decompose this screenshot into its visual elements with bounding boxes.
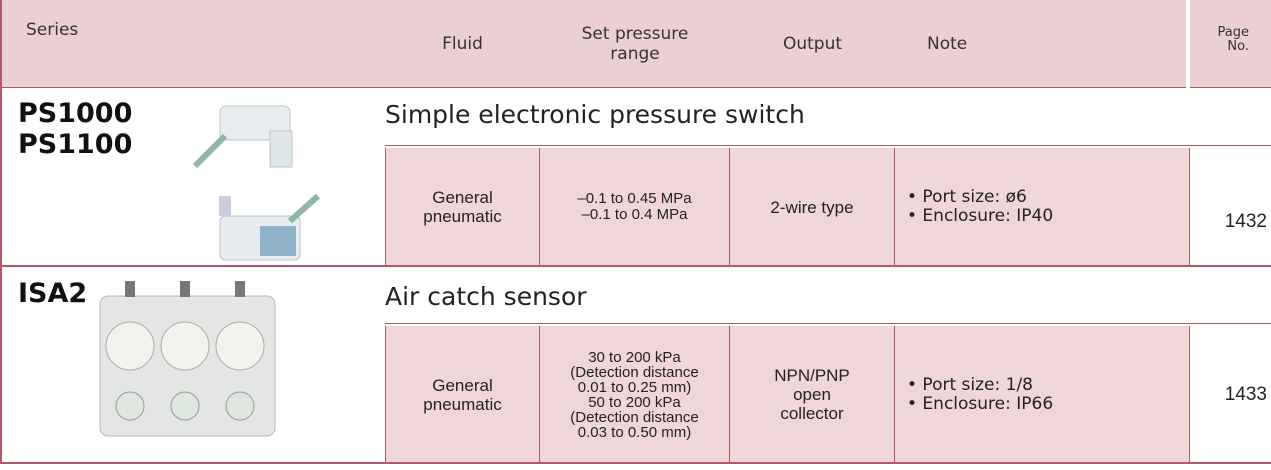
series-name: ISA2 (18, 278, 87, 309)
series-text: PS1000 (18, 98, 132, 129)
set-pressure-range-text: 0.03 to 0.50 mm) (578, 425, 691, 440)
output-text: open (793, 385, 831, 404)
row-title: Air catch sensor (385, 282, 587, 311)
header-text: Output (783, 34, 842, 54)
title-text: Simple electronic pressure switch (385, 100, 805, 129)
product-image (95, 276, 285, 470)
data-cell: 2-wire type (730, 148, 895, 266)
product-image (190, 96, 320, 275)
header-text: Note (927, 34, 967, 54)
series-text: ISA2 (18, 278, 87, 309)
row-bottom (0, 462, 1271, 464)
note-text: • Enclosure: IP40 (907, 207, 1053, 226)
title-rule (385, 145, 1271, 146)
header-text: Page (1218, 26, 1249, 40)
header-text: range (610, 44, 659, 64)
header-series: Series (26, 20, 78, 40)
header-text: No. (1227, 40, 1249, 54)
data-cell: • Port size: ø6• Enclosure: IP40 (895, 148, 1190, 266)
output-text: NPN/PNP (774, 366, 850, 385)
note-text: • Port size: ø6 (907, 188, 1027, 207)
set-pressure-range-text: (Detection distance (570, 365, 698, 380)
fluid-text: pneumatic (423, 395, 501, 414)
page-cell: 1433 (1190, 326, 1271, 463)
header-cell: Note (895, 0, 1188, 88)
left-border (0, 0, 2, 463)
set-pressure-range-text: –0.1 to 0.4 MPa (582, 207, 688, 223)
product-photo (95, 276, 285, 466)
title-text: Air catch sensor (385, 282, 587, 311)
header-text: Fluid (442, 34, 483, 54)
fluid-text: General (432, 376, 492, 395)
header-cell: Output (730, 0, 895, 88)
set-pressure-range-text: –0.1 to 0.45 MPa (577, 191, 691, 207)
series-text: PS1100 (18, 129, 132, 160)
product-photo (190, 96, 320, 271)
set-pressure-range-text: 0.01 to 0.25 mm) (578, 380, 691, 395)
note-text: • Enclosure: IP66 (907, 395, 1053, 414)
output-text: collector (780, 404, 843, 423)
row-title: Simple electronic pressure switch (385, 100, 805, 129)
page-cell: 1432 (1190, 148, 1271, 266)
page-number: 1433 (1225, 384, 1267, 406)
set-pressure-range-text: (Detection distance (570, 410, 698, 425)
fluid-text: pneumatic (423, 207, 501, 226)
output-text: 2-wire type (770, 198, 853, 217)
data-cell: –0.1 to 0.45 MPa–0.1 to 0.4 MPa (540, 148, 730, 266)
fluid-text: General (432, 188, 492, 207)
note-text: • Port size: 1/8 (907, 376, 1033, 395)
row-bottom (0, 265, 1271, 267)
header-text: Series (26, 20, 78, 40)
page-number: 1432 (1225, 211, 1267, 233)
title-rule (385, 323, 1271, 324)
set-pressure-range-text: 30 to 200 kPa (588, 350, 681, 365)
header-text: Set pressure (582, 24, 689, 44)
header-cell: Fluid (385, 0, 540, 88)
set-pressure-range-text: 50 to 200 kPa (588, 395, 681, 410)
header-separator (1186, 0, 1190, 88)
data-cell: • Port size: 1/8• Enclosure: IP66 (895, 326, 1190, 463)
page: Series Fluid Set pressurerange Output Note Pa… (0, 0, 1271, 463)
